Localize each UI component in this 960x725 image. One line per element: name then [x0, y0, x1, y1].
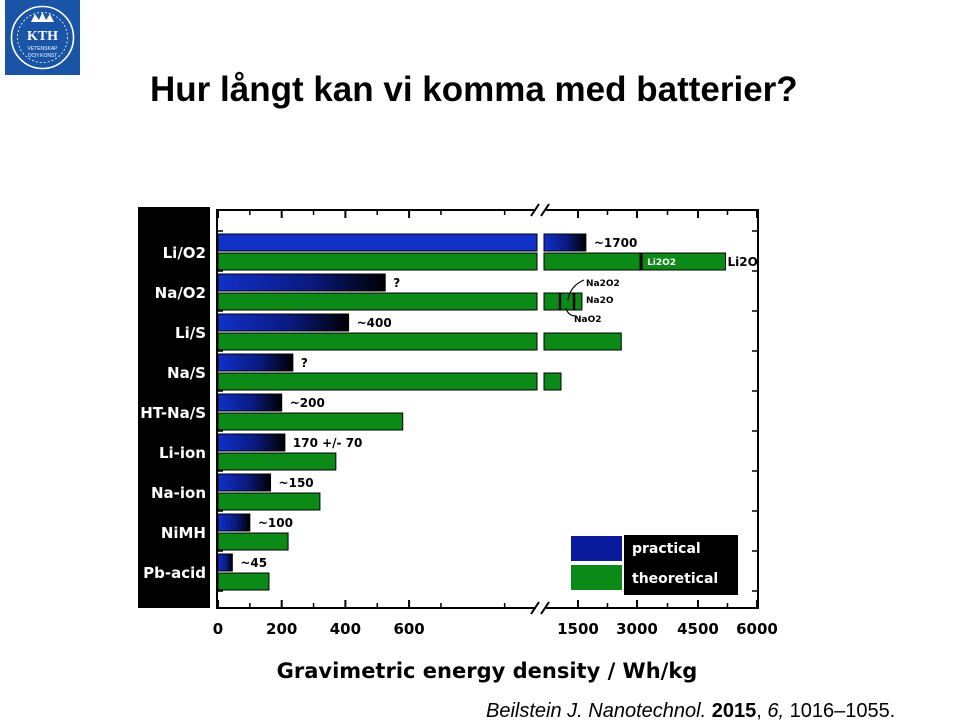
legend-swatch-practical	[571, 536, 622, 561]
bar-theoretical-li-s	[217, 332, 538, 351]
bar-theoretical-nimh	[217, 532, 289, 551]
category-label-li-ion: Li-ion	[159, 444, 206, 462]
bar-theoretical-na-ion	[217, 492, 321, 511]
bar-theoretical-li-o2-ext	[543, 252, 727, 271]
practical-value-label-li-o2: ~1700	[594, 236, 637, 250]
kth-logo-graphic: KTH VETENSKAP OCH KONST	[10, 5, 75, 70]
bar-practical-ht-na-s	[217, 393, 283, 412]
bar-theoretical-li-s-ext	[543, 332, 622, 351]
bar-theoretical-ht-na-s	[217, 412, 404, 431]
annotation-na2o: Na2O	[586, 296, 614, 306]
axis-break-slash-a-bottom	[530, 601, 540, 615]
bar-practical-li-o2-ext	[543, 233, 587, 252]
annotation-arrow-nao2	[565, 307, 577, 317]
bar-practical-nimh	[217, 513, 251, 532]
li2o2-marker-label: Li2O2	[647, 258, 676, 268]
bar-theoretical-na-o2-ext	[543, 292, 583, 311]
category-label-na-o2: Na/O2	[155, 284, 206, 302]
axis-break-slash-a-top	[530, 203, 540, 217]
bar-practical-na-ion	[217, 473, 272, 492]
practical-value-label-ht-na-s: ~200	[290, 396, 325, 410]
x-tick-label-6000: 6000	[736, 620, 778, 638]
bar-theoretical-li-o2	[217, 252, 538, 271]
citation-journal: Beilstein J. Nanotechnol.	[486, 700, 707, 722]
bar-practical-na-s	[217, 353, 294, 372]
annotation-nao2: NaO2	[574, 315, 602, 325]
practical-value-label-pb-acid: ~45	[240, 556, 267, 570]
category-label-pb-acid: Pb-acid	[143, 564, 206, 582]
bar-theoretical-na-s-ext	[543, 372, 562, 391]
theoretical-value-label-li-o2: Li2O	[728, 255, 758, 269]
legend-swatch-theoretical	[571, 565, 622, 590]
bar-practical-na-o2	[217, 273, 386, 292]
bar-theoretical-na-s	[217, 372, 538, 391]
legend-label-theoretical: theoretical	[632, 571, 718, 587]
category-label-panel	[138, 207, 210, 608]
axis-break-slash-b-bottom	[540, 601, 550, 615]
category-label-na-s: Na/S	[167, 364, 206, 382]
citation-year: 2015	[711, 700, 757, 722]
practical-value-label-nimh: ~100	[258, 516, 293, 530]
category-label-li-o2: Li/O2	[163, 244, 206, 262]
crown-icon	[31, 12, 54, 22]
practical-value-label-li-ion: 170 +/- 70	[293, 436, 363, 450]
legend-label-practical: practical	[632, 541, 701, 557]
x-tick-label-0: 0	[213, 620, 223, 638]
practical-value-label-na-s: ?	[301, 356, 308, 370]
axis-break-slash-b-top	[540, 203, 550, 217]
legend: practical theoretical	[570, 535, 738, 595]
x-tick-label-400: 400	[330, 620, 361, 638]
labels-layer: Li/O2 ~1700 Li2O Na/O2? Li/S ~400 Na/S? HT-Na/S…	[140, 236, 758, 582]
bar-practical-li-ion	[217, 433, 286, 452]
x-tick-label-1500: 1500	[557, 620, 599, 638]
practical-value-label-li-s: ~400	[357, 316, 392, 330]
kth-logo: KTH VETENSKAP OCH KONST	[5, 0, 80, 75]
bar-practical-li-o2	[217, 233, 538, 252]
citation: Beilstein J. Nanotechnol. 2015, 6, 1016–…	[486, 700, 896, 722]
citation-volume: 6,	[767, 700, 785, 722]
bar-theoretical-li-ion	[217, 452, 337, 471]
annotation-na2o2: Na2O2	[586, 279, 620, 289]
slide-title: Hur långt kan vi komma med batterier?	[150, 70, 798, 109]
axis-break-gap-top	[536, 204, 546, 216]
bar-practical-pb-acid	[217, 553, 233, 572]
annotation-arrow-na2o2	[567, 279, 585, 301]
practical-value-label-na-ion: ~150	[279, 476, 314, 490]
practical-value-label-na-o2: ?	[393, 276, 400, 290]
citation-pages: 1016–1055.	[789, 700, 896, 722]
x-tick-label-4500: 4500	[677, 620, 719, 638]
bar-practical-li-s	[217, 313, 350, 332]
logo-subtext-2: OCH KONST	[28, 53, 58, 59]
bars-layer	[217, 233, 727, 591]
axis-break-gap-bottom	[536, 602, 546, 614]
axis-layer: 0 200 400 600 1500 3000 4500 6000	[213, 203, 778, 638]
logo-text: KTH	[27, 29, 58, 44]
category-label-li-s: Li/S	[175, 324, 206, 342]
category-label-na-ion: Na-ion	[151, 484, 206, 502]
logo-subtext-1: VETENSKAP	[27, 46, 58, 52]
legend-label-panel	[624, 535, 738, 595]
x-axis-label: Gravimetric energy density / Wh/kg	[277, 659, 698, 683]
category-label-ht-na-s: HT-Na/S	[140, 404, 206, 422]
x-tick-label-200: 200	[266, 620, 297, 638]
bar-theoretical-na-o2	[217, 292, 538, 311]
category-label-nimh: NiMH	[161, 524, 206, 542]
x-tick-label-600: 600	[393, 620, 424, 638]
x-tick-label-3000: 3000	[616, 620, 658, 638]
bar-theoretical-pb-acid	[217, 572, 270, 591]
